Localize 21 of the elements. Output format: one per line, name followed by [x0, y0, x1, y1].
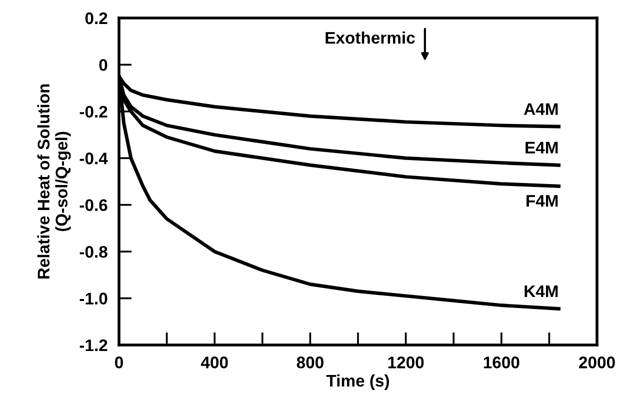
y-tick-label: -0.6: [80, 199, 108, 212]
y-axis-title: Relative Heat of Solution (Q-sol/Q-gel): [37, 84, 71, 279]
x-tick-label: 1600: [484, 356, 520, 368]
x-axis-title: Time (s): [326, 374, 389, 390]
x-tick-label: 1200: [388, 356, 424, 368]
series-label: F4M: [526, 195, 558, 207]
x-tick-label: 2000: [579, 356, 615, 368]
y-tick-label: 0: [99, 59, 108, 71]
x-tick-label: 800: [296, 356, 324, 368]
y-tick-label: 0.2: [85, 12, 108, 24]
x-tick-label: 0: [115, 356, 123, 368]
x-tick-label: 400: [200, 356, 228, 368]
y-tick-label: -1.2: [80, 339, 108, 352]
y-tick-label: -0.2: [80, 106, 108, 118]
y-tick-label: -0.4: [80, 152, 108, 164]
series-label: K4M: [524, 286, 558, 298]
y-tick-label: -1.0: [80, 292, 108, 304]
series-label: E4M: [526, 142, 558, 154]
annotation: Exothermic: [326, 31, 415, 44]
series-label: A4M: [524, 103, 558, 115]
y-tick-label: -0.8: [80, 246, 108, 258]
